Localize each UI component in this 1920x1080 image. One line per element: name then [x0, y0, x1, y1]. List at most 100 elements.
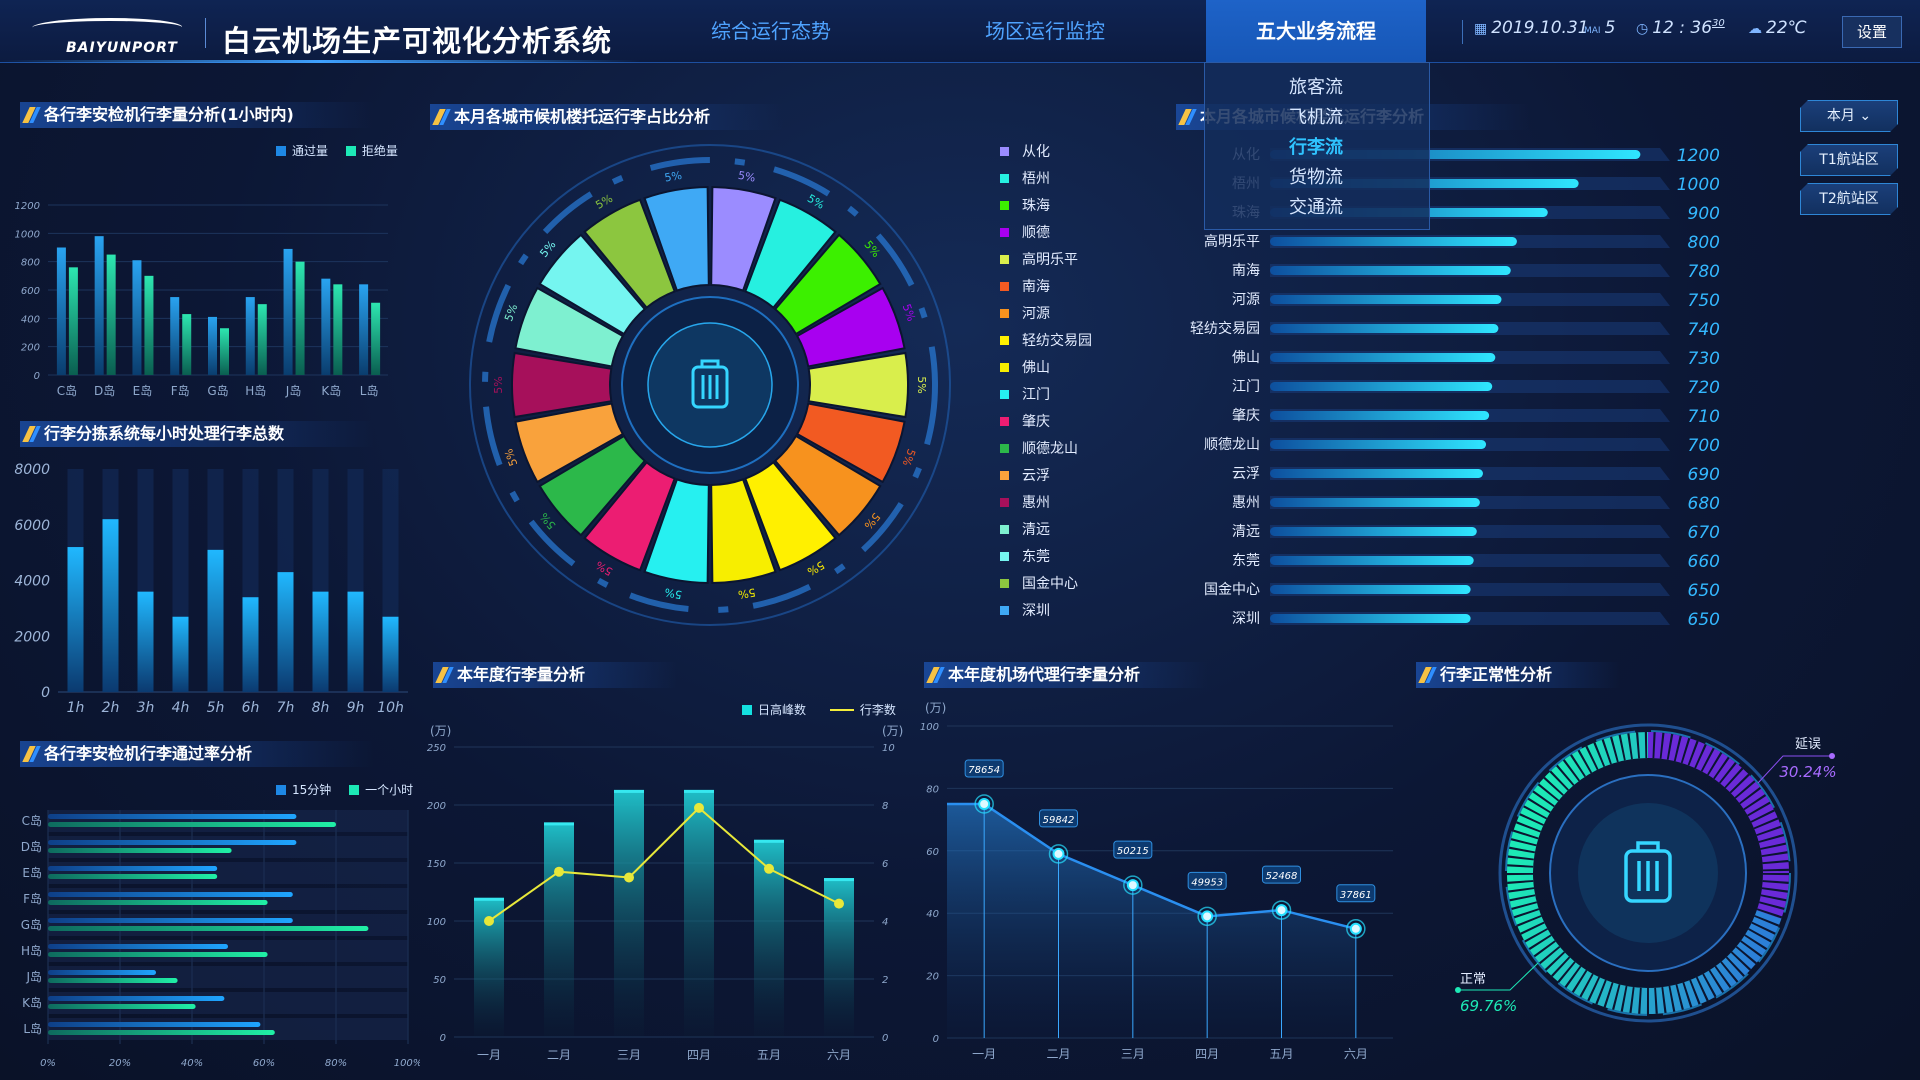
weather-display: ☁ 22℃ — [1748, 18, 1807, 38]
bar-hourly — [67, 547, 84, 692]
x-tick-label: 三月 — [617, 1048, 641, 1062]
legend-label: 云浮 — [1022, 468, 1050, 484]
legend-label: 清远 — [1022, 522, 1050, 538]
y-tick-label: H岛 — [21, 943, 42, 958]
legend-label-baggage: 行李数 — [859, 703, 896, 717]
value-tag — [1187, 871, 1227, 890]
bar-15min — [48, 1022, 261, 1027]
x-tick-label: 一月 — [477, 1048, 501, 1062]
x-tick-label: 二月 — [547, 1048, 571, 1062]
x-tick-label: 四月 — [1195, 1047, 1219, 1061]
t2-terminal-button[interactable]: T2航站区 — [1800, 183, 1898, 215]
y-tick-label: 6000 — [14, 518, 50, 534]
bar-15min — [48, 866, 218, 871]
nav-tab-field-monitor[interactable]: 场区运行监控 — [985, 19, 1105, 43]
x-tick-label: H岛 — [245, 383, 266, 398]
y-tick-label-right: 4 — [882, 917, 888, 928]
bar-hourly — [172, 616, 189, 692]
y-tick-label: 200 — [427, 801, 446, 812]
value-label: 1000 — [1677, 175, 1720, 195]
x-tick-label: 六月 — [827, 1048, 851, 1062]
nav-tab-business-flow[interactable]: 五大业务流程 — [1206, 0, 1426, 62]
legend-swatch-1hour — [349, 785, 360, 795]
point-baggage — [694, 802, 704, 813]
row-track — [48, 966, 408, 988]
value-label: 660 — [1688, 552, 1720, 572]
panel-title-agent-volume: 本年度机场代理行李量分析 — [924, 662, 1208, 688]
y-tick-label: 20 — [926, 972, 939, 983]
menu-item-baggage-flow[interactable]: 行李流 — [1289, 137, 1343, 158]
calendar-icon: ▦ — [1474, 21, 1488, 37]
bar-hourly — [102, 519, 119, 692]
value-label: 730 — [1688, 349, 1720, 369]
period-select[interactable]: 本月 ⌄ — [1800, 100, 1898, 132]
outer-dash-ring — [482, 157, 938, 613]
legend-swatch — [1000, 282, 1009, 291]
settings-button[interactable]: 设置 — [1842, 16, 1902, 48]
bar-pass — [359, 284, 369, 375]
y-tick-label-right: 8 — [882, 801, 888, 812]
legend-swatch — [1000, 552, 1009, 561]
legend-label: 肇庆 — [1022, 414, 1050, 430]
t1-terminal-button[interactable]: T1航站区 — [1800, 144, 1898, 176]
bar-cap — [474, 897, 504, 901]
legend-label-reject: 拒绝量 — [361, 144, 398, 158]
value-label: 690 — [1688, 465, 1720, 485]
menu-item-traffic-flow[interactable]: 交通流 — [1289, 197, 1343, 218]
bar-city — [1270, 353, 1496, 362]
menu-item-cargo-flow[interactable]: 货物流 — [1289, 167, 1343, 188]
y-tick-label: 800 — [21, 258, 40, 269]
row-track — [48, 888, 408, 910]
menu-item-aircraft-flow[interactable]: 飞机流 — [1289, 107, 1343, 128]
legend-swatch — [1000, 363, 1009, 372]
page-title: 白云机场生产可视化分析系统 — [222, 24, 613, 58]
y-tick-label: 600 — [21, 286, 40, 297]
value-label: 900 — [1688, 204, 1720, 224]
slice-label: 5% — [593, 558, 615, 578]
row-track — [48, 1018, 408, 1040]
area-fill — [947, 804, 1356, 1038]
gauge-tick-overlay — [1507, 732, 1789, 1014]
bar-1hour — [48, 1004, 196, 1009]
menu-item-passenger-flow[interactable]: 旅客流 — [1289, 77, 1343, 98]
header-divider — [205, 18, 206, 48]
bar-city — [1270, 411, 1490, 420]
bar-reject — [68, 267, 78, 375]
legend-label-15min: 15分钟 — [292, 783, 332, 797]
nav-tab-overview[interactable]: 综合运行态势 — [711, 19, 831, 43]
value-label: 52468 — [1266, 871, 1298, 882]
bar-city — [1270, 527, 1477, 536]
x-tick-label: 0% — [40, 1058, 56, 1069]
y-tick-label: 60 — [926, 847, 939, 858]
value-label: 720 — [1688, 378, 1720, 398]
bar-reject — [106, 254, 116, 375]
slice-label: 5% — [900, 447, 918, 468]
y-tick-label: 0 — [41, 685, 50, 701]
donut-slice-8 — [710, 478, 777, 584]
bar-cap — [614, 789, 644, 793]
value-label: 750 — [1688, 291, 1720, 311]
city-share-legend: 从化梧州珠海顺德高明乐平南海河源轻纺交易园佛山江门肇庆顺德龙山云浮惠州清远东莞国… — [1000, 144, 1092, 619]
point — [978, 798, 991, 810]
value-label: 670 — [1688, 523, 1720, 543]
bar-hourly — [382, 616, 399, 692]
x-tick-label: 60% — [253, 1058, 275, 1069]
time-value: 12 : 36 — [1652, 18, 1713, 38]
x-tick-label: 五月 — [1269, 1047, 1293, 1061]
x-tick-label: 40% — [181, 1058, 203, 1069]
value-label: 37861 — [1340, 890, 1372, 901]
legend-label-pass: 通过量 — [292, 144, 329, 158]
y-tick-label: 南海 — [1232, 263, 1260, 279]
bar-city — [1270, 498, 1480, 507]
value-tag — [1113, 840, 1153, 859]
bar-1hour — [48, 978, 178, 983]
bar-city — [1270, 324, 1499, 333]
panel-title-checkpoint-volume: 各行李安检机行李量分析(1小时内) — [20, 102, 374, 128]
bar-pass — [94, 236, 104, 375]
y-tick-label: 深圳 — [1232, 611, 1260, 627]
bar-city — [1270, 614, 1471, 623]
donut-slice-6 — [773, 434, 882, 537]
donut-slice-16 — [583, 198, 676, 310]
bar-1hour — [48, 900, 268, 905]
value-label: 650 — [1688, 610, 1720, 630]
